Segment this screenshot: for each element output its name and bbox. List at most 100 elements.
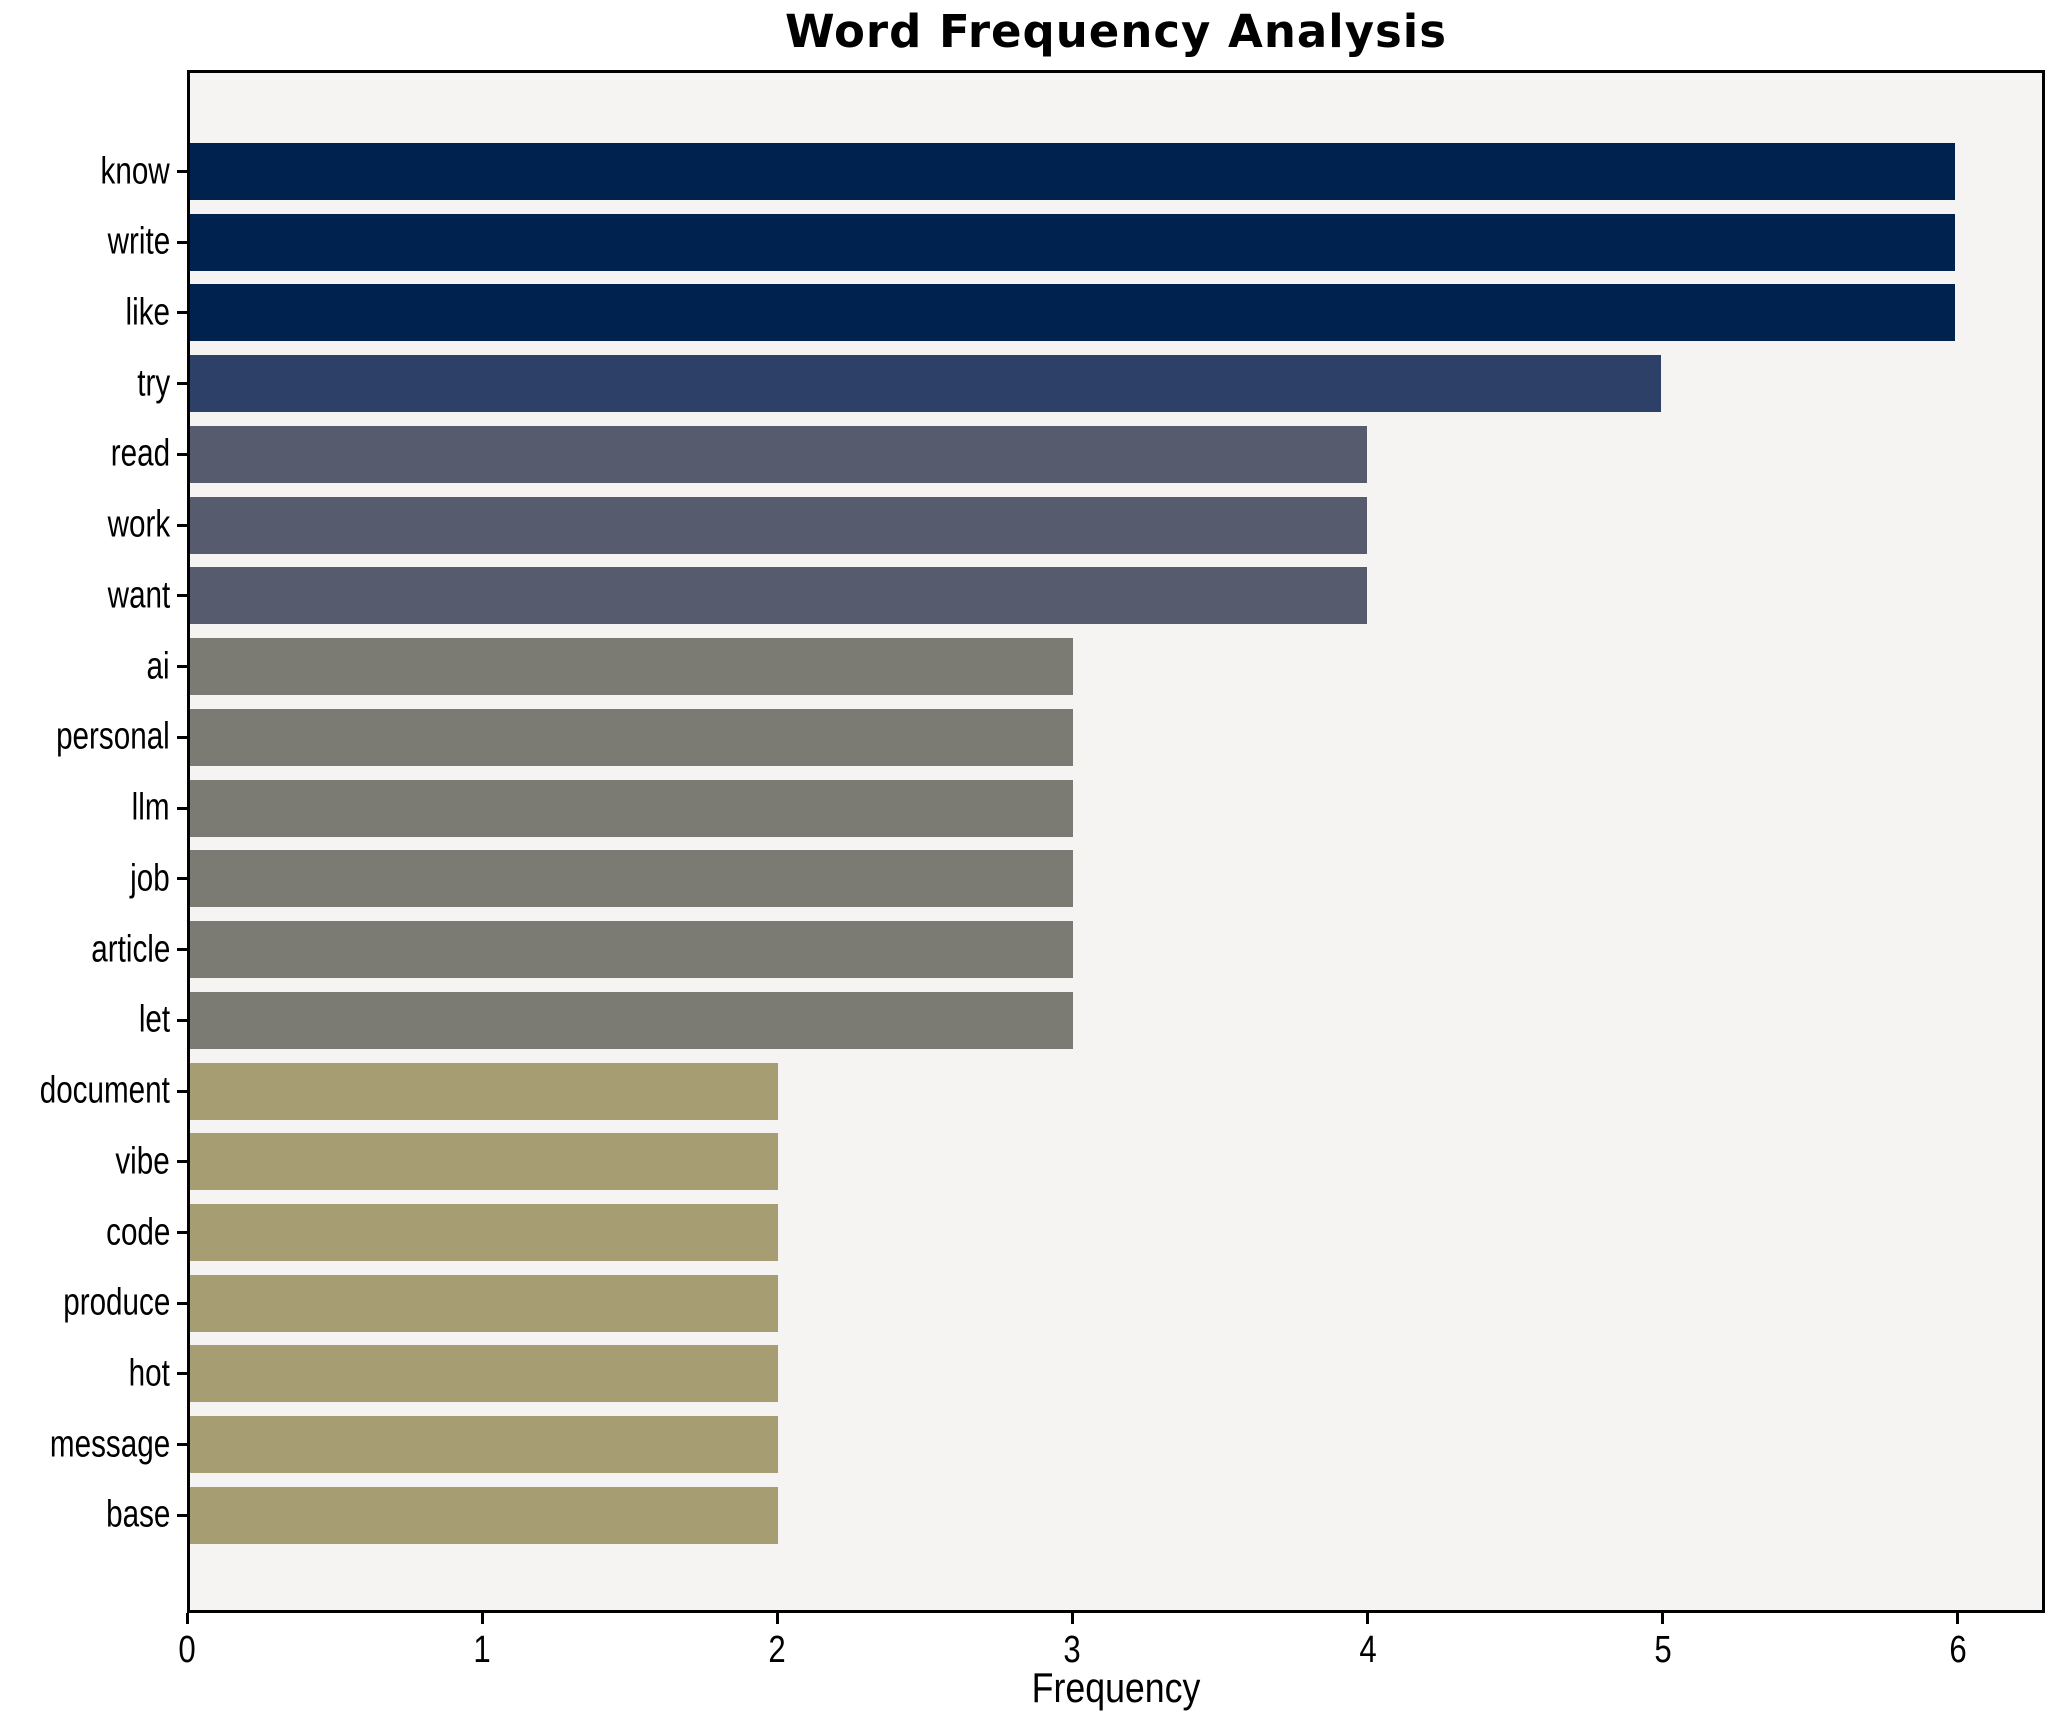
bar-row: work [107,496,2042,554]
x-tick-label: 3 [1063,1629,1082,1671]
bar-produce [190,1274,779,1332]
bar-row: code [106,1204,2042,1262]
y-tick-mark [177,1372,187,1376]
y-tick-label: base [105,1493,170,1536]
x-axis: 0 1 2 3 4 5 6 [178,1613,2045,1683]
bar-ai [190,638,1073,696]
x-tick-mark [480,1613,484,1624]
y-tick-mark [177,1231,187,1235]
bar-llm [190,779,1073,837]
bar-row: job [130,850,2042,908]
x-axis-label: Frequency [1031,1664,1201,1711]
y-tick-label: ai [146,645,170,688]
y-tick-label: let [138,998,170,1041]
bar-article [190,921,1073,979]
bar-write [190,213,1956,271]
plot-area: know write like try read work want ai personal ll… [40,70,2045,1613]
bar-like [190,284,1956,342]
bar-try [190,355,1661,413]
bar-code [190,1204,779,1262]
x-tick-label: 5 [1654,1629,1672,1671]
x-tick-mark [1661,1613,1665,1624]
bar-row: base [106,1486,2042,1544]
y-tick-label: read [110,432,170,475]
y-tick-label: personal [56,715,170,758]
bar-row: ai [147,638,2042,696]
x-tick-mark [1070,1613,1074,1624]
y-tick-label: like [125,291,170,334]
bar-work [190,496,1367,554]
bar-message [190,1416,779,1474]
bar-row: produce [63,1274,2042,1332]
x-tick-label: 4 [1358,1629,1377,1671]
x-tick-label: 6 [1949,1629,1967,1671]
y-tick-mark [177,523,187,527]
bar-row: vibe [116,1133,2042,1191]
bar-want [190,567,1367,625]
y-tick-mark [177,170,187,173]
bar-row: read [111,425,2042,483]
y-tick-label: llm [132,786,170,829]
y-tick-mark [177,382,187,386]
y-tick-label: work [107,503,170,546]
bar-row: message [50,1416,2042,1474]
bar-document [190,1062,779,1120]
bar-row: write [107,213,2042,271]
bar-row: hot [129,1345,2042,1403]
y-tick-mark [177,1301,187,1305]
x-tick-label: 2 [768,1629,786,1671]
y-tick-label: code [105,1211,170,1254]
y-tick-mark [177,594,187,598]
y-tick-mark [177,665,187,669]
bar-row: try [137,355,2042,413]
bar-job [190,850,1073,908]
y-tick-label: hot [128,1352,170,1395]
bars-container: know write like try read work want ai personal ll… [40,73,2042,1610]
y-tick-label: job [130,857,170,900]
y-tick-label: message [49,1423,170,1466]
bar-personal [190,708,1073,766]
y-tick-mark [177,877,187,881]
y-tick-mark [177,311,187,315]
y-tick-mark [177,1089,187,1093]
bar-row: let [139,991,2042,1049]
bar-row: document [40,1062,2042,1120]
y-tick-label: vibe [115,1140,170,1183]
y-tick-label: article [90,928,170,971]
bar-row: want [107,567,2042,625]
y-tick-mark [177,948,187,952]
y-tick-mark [177,1513,187,1517]
bar-let [190,991,1073,1049]
y-tick-mark [177,735,187,739]
x-tick-mark [185,1613,189,1624]
x-tick-mark [1956,1613,1960,1624]
x-tick-mark [1366,1613,1370,1624]
bar-know [190,143,1956,200]
bar-row: article [91,921,2042,979]
bar-hot [190,1345,779,1403]
bar-row: know [101,143,2042,200]
y-tick-label: write [107,220,170,263]
bar-row: like [126,284,2042,342]
chart-title: Word Frequency Analysis [784,5,1448,58]
y-tick-mark [177,452,187,456]
y-tick-label: try [137,362,170,405]
x-tick-label: 0 [178,1629,196,1671]
x-tick-label: 1 [473,1629,491,1671]
bar-base [190,1486,779,1544]
bar-vibe [190,1133,779,1191]
y-tick-mark [177,240,187,244]
bar-read [190,425,1367,483]
y-tick-mark [177,1160,187,1164]
y-tick-mark [177,806,187,810]
y-tick-label: know [100,150,170,192]
y-tick-mark [177,1018,187,1022]
bar-row: personal [56,708,2042,766]
x-tick-mark [775,1613,779,1624]
y-tick-label: document [39,1069,170,1112]
y-tick-label: produce [62,1281,170,1324]
y-tick-mark [177,1443,187,1447]
y-tick-label: want [107,574,170,617]
bar-row: llm [132,779,2042,837]
